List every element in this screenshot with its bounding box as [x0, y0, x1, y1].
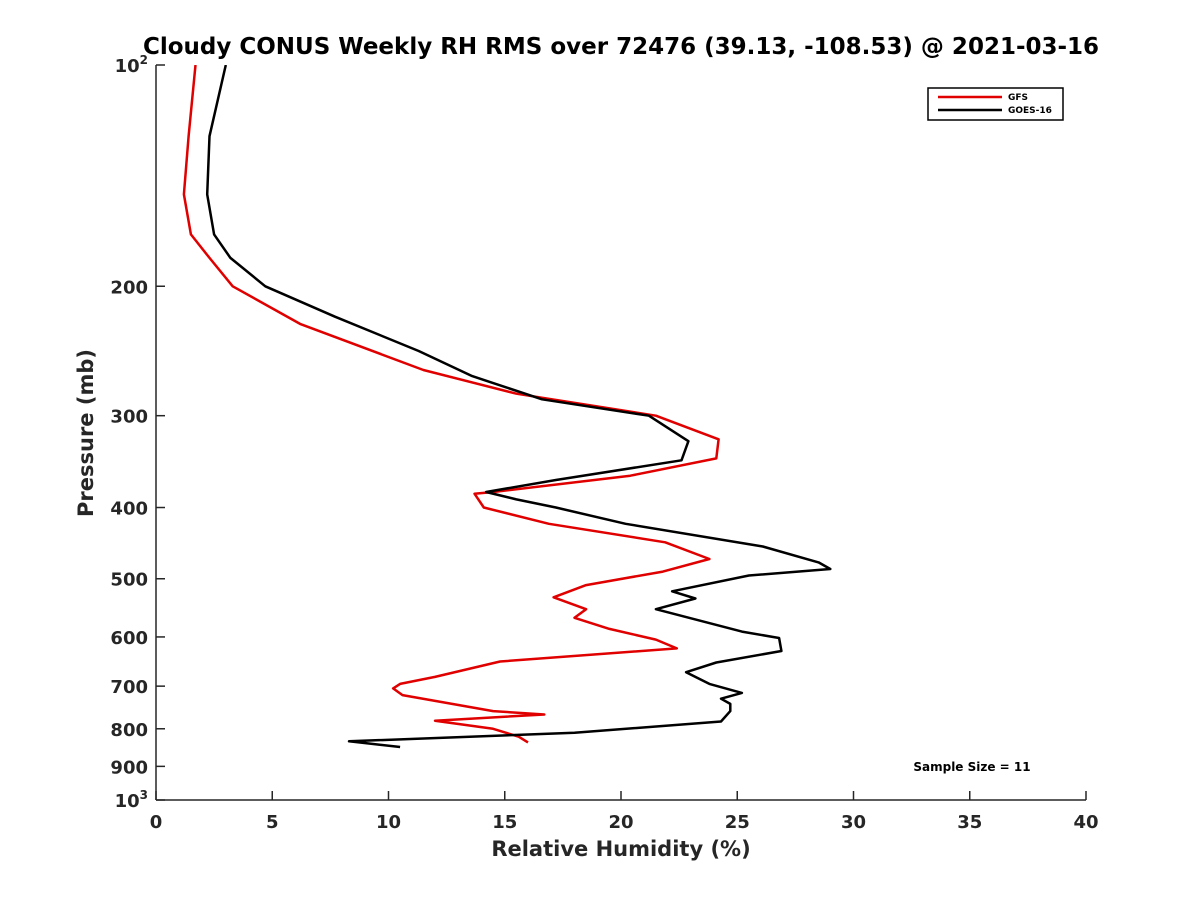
x-tick-label: 40: [1073, 812, 1098, 833]
y-tick-label: 700: [110, 677, 148, 698]
y-tick-label: 900: [110, 757, 148, 778]
y-tick-label: 500: [110, 570, 148, 591]
y-tick-label: 200: [110, 277, 148, 298]
plot-area: [182, 65, 832, 749]
x-tick-label: 30: [841, 812, 866, 833]
sample-size-annotation: Sample Size = 11: [913, 760, 1030, 774]
x-tick-label: 10: [376, 812, 401, 833]
series-line-goes16: [205, 65, 832, 749]
legend-label-goes16: GOES-16: [1008, 106, 1052, 116]
y-tick-label: 400: [110, 499, 148, 520]
x-tick-label: 0: [150, 812, 163, 833]
y-tick-label: 102: [115, 53, 148, 77]
legend-box: [927, 87, 1064, 121]
axes: [155, 65, 1086, 801]
chart-title: Cloudy CONUS Weekly RH RMS over 72476 (3…: [143, 34, 1099, 60]
legend: GFS GOES-16: [927, 87, 1064, 121]
y-tick-label: 300: [110, 407, 148, 428]
series-line-gfs: [182, 65, 720, 744]
y-axis-ticks: 102 200 300 400 500 600 700 800 900 103: [110, 53, 165, 812]
x-axis-ticks: 0 5 10 15 20 25 30 35 40: [150, 791, 1099, 833]
y-tick-label: 600: [110, 628, 148, 649]
legend-label-gfs: GFS: [1008, 93, 1028, 103]
x-tick-label: 20: [608, 812, 633, 833]
y-tick-label: 103: [115, 788, 148, 812]
x-tick-label: 5: [266, 812, 279, 833]
x-axis-label: Relative Humidity (%): [491, 837, 750, 861]
x-tick-label: 15: [492, 812, 517, 833]
y-tick-label: 800: [110, 720, 148, 741]
y-axis-label: Pressure (mb): [74, 349, 98, 517]
x-tick-label: 25: [725, 812, 750, 833]
x-tick-label: 35: [957, 812, 982, 833]
